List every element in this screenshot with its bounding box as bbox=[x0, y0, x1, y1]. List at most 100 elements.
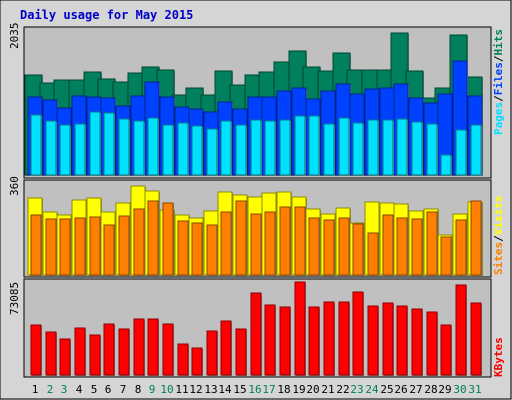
bar-pages-day-7 bbox=[118, 118, 130, 176]
day-label-2: 2 bbox=[47, 383, 54, 396]
bar-sites-day-18 bbox=[279, 206, 291, 276]
day-label-16: 16 bbox=[248, 383, 261, 396]
day-label-13: 13 bbox=[204, 383, 217, 396]
bar-pages-day-20 bbox=[308, 115, 320, 176]
visitors-ymax-label: 360 bbox=[8, 176, 21, 196]
bar-sites-day-10 bbox=[162, 202, 174, 276]
bar-kbytes-day-25 bbox=[382, 302, 394, 376]
bar-pages-day-25 bbox=[382, 119, 394, 176]
day-label-11: 11 bbox=[175, 383, 188, 396]
bar-kbytes-day-8 bbox=[133, 318, 145, 376]
bar-sites-day-19 bbox=[294, 206, 306, 276]
bar-sites-day-12 bbox=[191, 222, 203, 276]
bar-sites-day-2 bbox=[45, 218, 57, 276]
bar-pages-day-14 bbox=[220, 120, 232, 176]
day-label-27: 27 bbox=[409, 383, 422, 396]
bar-kbytes-day-30 bbox=[455, 284, 467, 376]
legend-kbytes: KBytes bbox=[492, 337, 505, 377]
bar-kbytes-day-20 bbox=[308, 306, 320, 376]
bar-sites-day-5 bbox=[89, 216, 101, 276]
bar-kbytes-day-12 bbox=[191, 347, 203, 376]
day-label-28: 28 bbox=[424, 383, 437, 396]
bar-sites-day-22 bbox=[338, 217, 350, 276]
bar-pages-day-24 bbox=[367, 119, 379, 176]
day-label-1: 1 bbox=[32, 383, 39, 396]
bar-pages-day-29 bbox=[440, 154, 452, 176]
bar-pages-day-16 bbox=[250, 119, 262, 176]
day-label-9: 9 bbox=[149, 383, 156, 396]
bar-pages-day-9 bbox=[147, 117, 159, 176]
legend-sep-1: / bbox=[492, 95, 505, 102]
bar-pages-day-22 bbox=[338, 117, 350, 176]
bar-kbytes-day-26 bbox=[396, 305, 408, 376]
legend-hits: Hits bbox=[492, 29, 505, 56]
bar-sites-day-8 bbox=[133, 208, 145, 276]
bar-pages-day-8 bbox=[133, 120, 145, 176]
bar-kbytes-day-1 bbox=[30, 324, 42, 376]
day-label-5: 5 bbox=[91, 383, 98, 396]
bar-sites-day-17 bbox=[264, 211, 276, 276]
day-label-19: 19 bbox=[292, 383, 305, 396]
bar-pages-day-5 bbox=[89, 111, 101, 176]
bar-kbytes-day-18 bbox=[279, 306, 291, 376]
bar-sites-day-24 bbox=[367, 232, 379, 276]
bar-kbytes-day-17 bbox=[264, 304, 276, 376]
bar-kbytes-day-14 bbox=[220, 320, 232, 376]
volume-ymax-label: 73085 bbox=[8, 282, 21, 315]
bar-pages-day-15 bbox=[235, 124, 247, 176]
bar-kbytes-day-10 bbox=[162, 323, 174, 376]
day-label-21: 21 bbox=[321, 383, 334, 396]
bar-sites-day-31 bbox=[470, 200, 482, 276]
bar-pages-day-23 bbox=[352, 122, 364, 176]
bar-sites-day-29 bbox=[440, 236, 452, 276]
bar-kbytes-day-21 bbox=[323, 301, 335, 376]
bar-pages-day-11 bbox=[177, 122, 189, 176]
bar-pages-day-12 bbox=[191, 125, 203, 176]
bar-sites-day-3 bbox=[59, 218, 71, 276]
day-label-8: 8 bbox=[135, 383, 142, 396]
day-label-22: 22 bbox=[336, 383, 349, 396]
bar-pages-day-27 bbox=[411, 121, 423, 176]
bar-sites-day-15 bbox=[235, 200, 247, 276]
bar-pages-day-28 bbox=[426, 123, 438, 176]
chart-bars bbox=[24, 32, 483, 376]
bar-sites-day-21 bbox=[323, 219, 335, 276]
bar-sites-day-20 bbox=[308, 217, 320, 276]
bar-pages-day-18 bbox=[279, 119, 291, 176]
day-label-23: 23 bbox=[350, 383, 363, 396]
bar-sites-day-14 bbox=[220, 211, 232, 276]
day-label-31: 31 bbox=[468, 383, 481, 396]
bar-sites-day-30 bbox=[455, 219, 467, 276]
day-axis-labels: 1 2 3 4 5 6 7 8 9 10 11 12 13 14 15 16 17 18 19 20 21 22 23 24 2… bbox=[32, 383, 482, 396]
visitors-series-legend: Sites/Visits bbox=[492, 196, 505, 276]
bar-pages-day-19 bbox=[294, 115, 306, 176]
bar-kbytes-day-24 bbox=[367, 305, 379, 376]
bar-kbytes-day-29 bbox=[440, 324, 452, 376]
bar-sites-day-28 bbox=[426, 211, 438, 276]
day-label-12: 12 bbox=[189, 383, 202, 396]
bar-sites-day-4 bbox=[74, 217, 86, 276]
bar-pages-day-2 bbox=[45, 120, 57, 176]
bar-sites-day-6 bbox=[103, 224, 115, 276]
day-label-4: 4 bbox=[76, 383, 83, 396]
bar-pages-day-1 bbox=[30, 114, 42, 176]
bar-kbytes-day-16 bbox=[250, 292, 262, 376]
legend-sep-3: / bbox=[492, 235, 505, 242]
bar-pages-day-21 bbox=[323, 123, 335, 176]
bar-kbytes-day-3 bbox=[59, 338, 71, 376]
bar-kbytes-day-22 bbox=[338, 301, 350, 376]
bar-kbytes-day-15 bbox=[235, 328, 247, 376]
day-label-3: 3 bbox=[61, 383, 68, 396]
bar-pages-day-10 bbox=[162, 124, 174, 176]
bar-sites-day-7 bbox=[118, 215, 130, 276]
bar-kbytes-day-19 bbox=[294, 281, 306, 376]
bar-pages-day-13 bbox=[206, 128, 218, 176]
chart-title: Daily usage for May 2015 bbox=[20, 8, 193, 22]
day-label-6: 6 bbox=[105, 383, 112, 396]
bar-kbytes-day-27 bbox=[411, 308, 423, 376]
bar-pages-day-4 bbox=[74, 123, 86, 176]
bar-kbytes-day-13 bbox=[206, 330, 218, 376]
bar-pages-day-26 bbox=[396, 118, 408, 176]
